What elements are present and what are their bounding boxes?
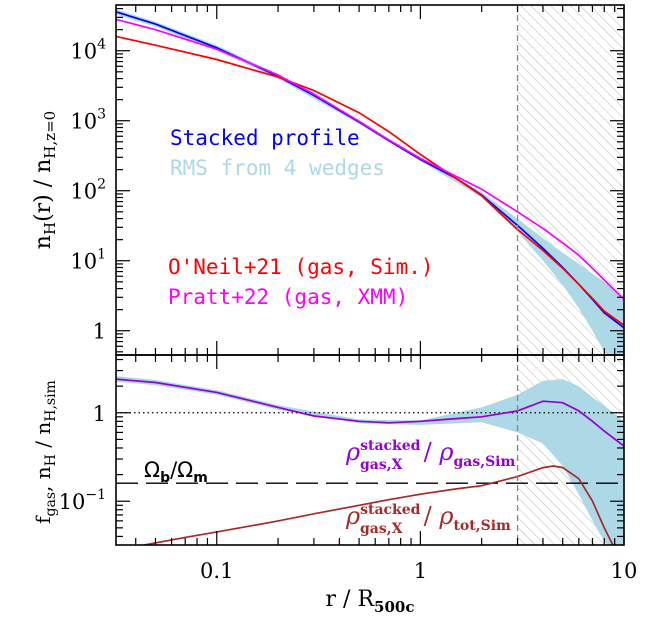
- bot-series-gas-x-stacked-tot-sim: [144, 465, 614, 545]
- x-tick-label: 10: [611, 559, 638, 583]
- top-ytick-label: 102: [70, 177, 106, 204]
- bot-ytick-label: 1: [93, 402, 106, 426]
- omega-ratio-label: Ωb/Ωm: [144, 458, 208, 486]
- top-ytick-label: 104: [70, 37, 106, 64]
- x-axis-label: r / R500c: [326, 587, 415, 616]
- bot-series-gas-x-stacked-gas-sim: [116, 378, 624, 447]
- ratio-gas-sim-label: ρstacked gas,X / ρgas,Sim: [345, 438, 515, 473]
- bottom-panel-frame: [115, 354, 625, 546]
- x-tick-label: 0.1: [200, 559, 233, 583]
- top-ytick-label: 101: [70, 247, 106, 274]
- annotation-oneil: O'Neil+21 (gas, Sim.): [168, 255, 434, 279]
- annotation-pratt: Pratt+22 (gas, XMM): [168, 285, 408, 309]
- legend-rms-wedges: RMS from 4 wedges: [170, 156, 385, 180]
- top-panel: 1 101 102 103 104 Stacked profile RMS from 4…: [31, 5, 625, 355]
- top-series-o-neil-21-gas-sim: [116, 35, 624, 326]
- top-series-pratt-22-gas-xmm: [116, 18, 624, 301]
- legend-stacked-profile: Stacked profile: [170, 126, 360, 150]
- bot-rms-band: [116, 376, 624, 545]
- top-ytick-label: 103: [70, 107, 106, 134]
- bottom-panel: 10−1 1 0.1 1 10 Ωb/Ωm ρstacked gas,X / ρgas,S…: [31, 355, 637, 616]
- top-y-axis-label: nH(r) / nH,z=0: [31, 111, 59, 249]
- top-ytick-label: 1: [93, 320, 106, 344]
- x-tick-label: 1: [414, 559, 427, 583]
- bot-ytick-label: 10−1: [59, 487, 106, 514]
- ratio-tot-sim-label: ρstacked gas,X / ρtot,Sim: [345, 502, 511, 537]
- bottom-y-axis-label: fgas, nH / nH,sim: [31, 380, 59, 524]
